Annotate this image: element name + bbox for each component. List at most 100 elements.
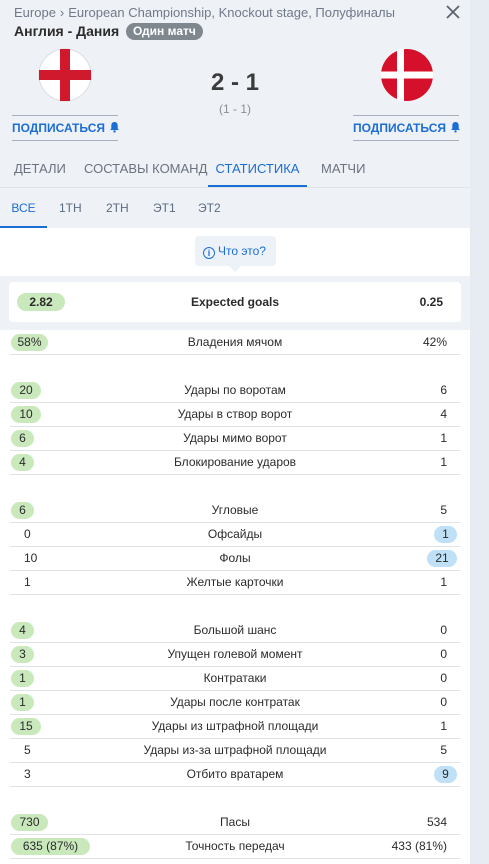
away-stat-value: 0 <box>440 671 447 685</box>
row-divider <box>10 738 460 739</box>
stat-row: Фолы 10 21 <box>0 547 470 571</box>
stat-label: Владения мячом <box>187 335 283 349</box>
away-stat-value: 534 <box>426 815 447 829</box>
stat-row: Угловые 6 5 <box>0 499 470 523</box>
stat-row: Удары в створ ворот 10 4 <box>0 403 470 427</box>
row-divider <box>10 762 460 763</box>
match-tabs: ДЕТАЛИ СОСТАВЫ КОМАНД СТАТИСТИКА МАТЧИ <box>0 155 470 188</box>
expected-goals-row: 2.82 Expected goals 0.25 <box>9 282 461 322</box>
away-stat-value: 1 <box>434 526 457 543</box>
close-icon[interactable] <box>444 3 462 21</box>
row-divider <box>10 594 460 595</box>
away-expected-goals: 0.25 <box>419 295 443 309</box>
home-expected-goals: 2.82 <box>17 293 65 311</box>
breadcrumb-tournament[interactable]: European Championship, Knockout stage, П… <box>68 5 395 20</box>
home-stat-value: 5 <box>24 743 31 757</box>
home-stat-value: 20 <box>11 382 41 399</box>
stat-label: Удары по воротам <box>184 383 286 397</box>
match-stats-panel: Europe › European Championship, Knockout s… <box>0 0 470 864</box>
stat-row: Желтые карточки 1 1 <box>0 571 470 595</box>
stat-row: Блокирование ударов 4 1 <box>0 451 470 475</box>
tab-details[interactable]: ДЕТАЛИ <box>14 161 66 176</box>
expected-goals-panel: 2.82 Expected goals 0.25 <box>0 276 470 330</box>
home-subscribe-label: ПОДПИСАТЬСЯ <box>12 121 105 135</box>
stat-label: Фолы <box>219 551 251 565</box>
stat-label: Удары из-за штрафной площади <box>143 743 327 757</box>
match-header: Europe › European Championship, Knockout s… <box>0 0 470 228</box>
whats-this-button[interactable]: i Что это? <box>195 236 276 266</box>
home-stat-value: 730 <box>11 814 48 831</box>
away-stat-value: 42% <box>422 335 447 349</box>
row-divider <box>10 690 460 691</box>
away-subscribe-button[interactable]: ПОДПИСАТЬСЯ <box>353 115 460 141</box>
home-stat-value: 1 <box>11 670 34 687</box>
match-title: Англия - Дания <box>14 23 120 39</box>
expected-goals-label: Expected goals <box>190 295 280 309</box>
home-stat-value: 15 <box>11 718 41 735</box>
stat-label: Угловые <box>211 503 259 517</box>
home-stat-value: 10 <box>24 551 38 565</box>
period-first-half[interactable]: 1TH <box>59 201 82 215</box>
stat-row: Точность передач 635 (87%) 433 (81%) <box>0 835 470 859</box>
stat-row: Удары по воротам 20 6 <box>0 379 470 403</box>
row-divider <box>10 858 460 859</box>
whats-this-label: Что это? <box>218 244 266 258</box>
row-divider <box>10 402 460 403</box>
info-icon: i <box>203 247 215 259</box>
period-extra-time-2[interactable]: ЭТ2 <box>198 201 221 215</box>
row-divider <box>10 834 460 835</box>
away-stat-value: 0 <box>440 695 447 709</box>
stat-row: Пасы 730 534 <box>0 811 470 835</box>
stat-row: Офсайды 0 1 <box>0 523 470 547</box>
row-divider <box>10 474 460 475</box>
home-stat-value: 4 <box>11 622 34 639</box>
period-extra-time-1[interactable]: ЭТ1 <box>153 201 176 215</box>
period-second-half[interactable]: 2TH <box>106 201 129 215</box>
period-all[interactable]: ВСЕ <box>0 190 47 228</box>
home-stat-value: 58% <box>11 334 48 351</box>
stat-row: Удары из штрафной площади 15 1 <box>0 715 470 739</box>
row-divider <box>10 426 460 427</box>
stat-label: Контратаки <box>203 671 267 685</box>
row-divider <box>10 714 460 715</box>
home-subscribe-button[interactable]: ПОДПИСАТЬСЯ <box>12 115 120 141</box>
bell-icon <box>109 117 120 141</box>
away-stat-value: 5 <box>440 743 447 757</box>
row-divider <box>10 450 460 451</box>
stat-label: Удары мимо ворот <box>183 431 287 445</box>
single-match-badge: Один матч <box>126 23 203 40</box>
tab-lineups[interactable]: СОСТАВЫ КОМАНД <box>84 161 208 176</box>
stat-row: Удары после контратак 1 0 <box>0 691 470 715</box>
home-stat-value: 3 <box>11 646 34 663</box>
stat-label: Желтые карточки <box>186 575 284 589</box>
away-stat-value: 1 <box>440 575 447 589</box>
tab-statistics[interactable]: СТАТИСТИКА <box>208 155 307 187</box>
away-stat-value: 1 <box>440 431 447 445</box>
stat-label: Офсайды <box>207 527 263 541</box>
match-score: 2 - 1 <box>210 69 260 96</box>
tab-matches[interactable]: МАТЧИ <box>321 161 366 176</box>
row-divider <box>10 546 460 547</box>
away-stat-value: 9 <box>434 766 457 783</box>
stat-label: Блокирование ударов <box>173 455 297 469</box>
tooltip-pointer <box>229 266 241 272</box>
breadcrumb-separator: › <box>59 5 65 20</box>
denmark-flag-icon[interactable] <box>380 48 434 102</box>
home-stat-value: 0 <box>24 527 31 541</box>
stat-label: Удары из штрафной площади <box>151 719 319 733</box>
breadcrumb-region[interactable]: Europe <box>14 5 56 20</box>
stat-label: Большой шанс <box>193 623 277 637</box>
stat-row: Владения мячом 58% 42% <box>0 331 470 355</box>
home-stat-value: 10 <box>11 406 41 423</box>
stat-row: Отбито вратарем 3 9 <box>0 763 470 787</box>
england-flag-icon[interactable] <box>38 48 92 102</box>
halftime-score: (1 - 1) <box>218 102 251 116</box>
scrollbar[interactable] <box>470 0 489 864</box>
row-divider <box>10 786 460 787</box>
row-divider <box>10 522 460 523</box>
away-stat-value: 1 <box>440 719 447 733</box>
away-subscribe-label: ПОДПИСАТЬСЯ <box>353 121 446 135</box>
home-stat-value: 6 <box>11 502 34 519</box>
period-filter: ВСЕ 1TH 2TH ЭТ1 ЭТ2 <box>0 190 470 228</box>
stat-label: Точность передач <box>185 839 285 853</box>
